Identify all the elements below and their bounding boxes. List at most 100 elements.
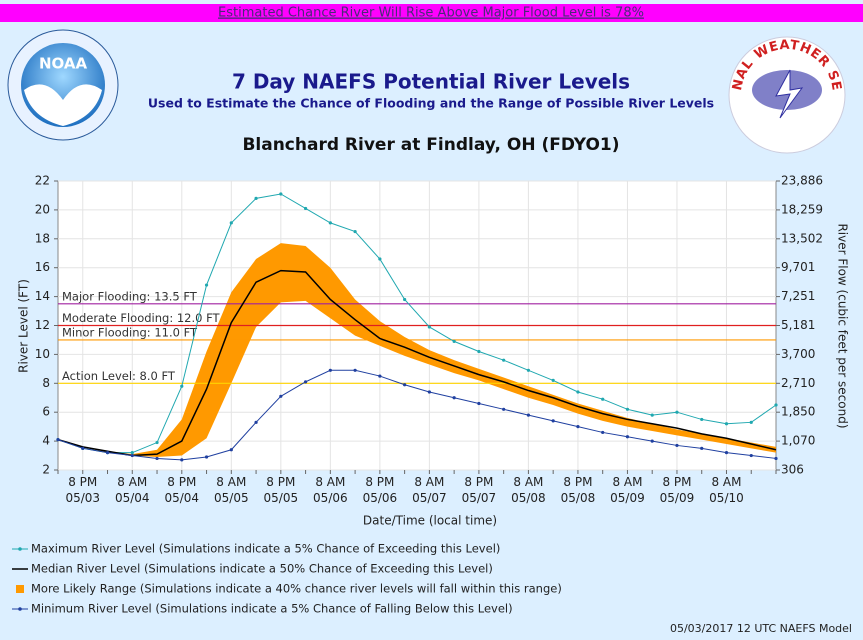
series-line	[57, 193, 777, 454]
y-tick-label: 8	[42, 376, 50, 390]
series-point	[130, 453, 134, 458]
x-tick-label-line: 8 PM	[365, 475, 394, 489]
series-point	[452, 339, 456, 343]
x-tick-label-line: 05/05	[264, 491, 299, 505]
y2-axis-title: River Flow (cubic feet per second)	[836, 223, 850, 428]
y-tick-label: 16	[35, 260, 50, 274]
x-tick-label-line: 05/07	[412, 491, 447, 505]
x-tick-label-line: 8 AM	[315, 475, 345, 489]
x-tick-label-line: 8 PM	[167, 475, 196, 489]
chart-subtitle: Used to Estimate the Chance of Flooding …	[148, 96, 714, 111]
legend-label: Median River Level (Simulations indicate…	[31, 562, 493, 576]
legend-label: Maximum River Level (Simulations indicat…	[31, 542, 500, 556]
series-point	[254, 420, 258, 424]
x-tick-label-line: 05/10	[709, 491, 744, 505]
series-point	[502, 407, 506, 411]
threshold-label: Action Level: 8.0 FT	[62, 369, 176, 383]
series-point	[81, 446, 85, 450]
y-tick-label: 10	[35, 347, 50, 361]
series-point	[56, 438, 60, 442]
legend-point	[18, 547, 22, 551]
legend-swatch	[16, 585, 24, 593]
series-point	[155, 440, 159, 445]
x-tick-label: 8 PM 05/07	[462, 475, 497, 505]
series-point	[650, 439, 654, 443]
series-point	[576, 390, 580, 394]
x-tick-label-line: 05/09	[660, 491, 695, 505]
series-point	[650, 413, 654, 417]
series-point	[551, 419, 555, 423]
y2-tick-label: 1,850	[781, 405, 815, 419]
series-point	[254, 196, 258, 200]
x-tick-label-line: 8 AM	[513, 475, 543, 489]
y-tick-label: 14	[35, 289, 50, 303]
legend-label: More Likely Range (Simulations indicate …	[31, 582, 562, 596]
chart-title: 7 Day NAEFS Potential River Levels	[232, 70, 630, 94]
y-axis-title: River Level (FT)	[17, 279, 31, 373]
series-point	[155, 456, 159, 461]
series-line	[57, 269, 777, 457]
series-point	[749, 453, 753, 458]
x-tick-label-line: 8 PM	[563, 475, 592, 489]
y-tick-label: 20	[35, 202, 50, 216]
y-tick-label: 22	[35, 174, 50, 188]
x-tick-label-line: 05/06	[363, 491, 398, 505]
x-tick-label: 8 PM 05/08	[561, 475, 596, 505]
likely-range-band	[58, 243, 776, 457]
x-tick-label-line: 05/03	[65, 491, 100, 505]
x-tick-label-line: 05/08	[511, 491, 546, 505]
series-point	[303, 380, 308, 384]
x-tick-label: 8 AM 05/06	[313, 475, 348, 505]
series-point	[774, 456, 778, 461]
series-point	[353, 368, 357, 372]
series-point	[229, 221, 233, 225]
x-tick-label-line: 8 AM	[414, 475, 444, 489]
x-tick-label: 8 PM 05/04	[164, 475, 199, 505]
x-tick-label-line: 8 AM	[711, 475, 741, 489]
x-tick-label: 8 PM 05/06	[363, 475, 398, 505]
series-point	[204, 455, 209, 459]
y2-tick-label: 5,181	[781, 318, 815, 332]
y-tick-label: 18	[35, 231, 50, 245]
series-point	[105, 451, 110, 455]
series-point	[303, 206, 308, 211]
y-tick-label: 2	[42, 463, 50, 477]
series-point	[477, 349, 481, 354]
x-tick-label: 8 AM 05/05	[214, 475, 249, 505]
x-tick-label: 8 AM 05/04	[115, 475, 150, 505]
series-point	[180, 384, 184, 388]
series-point	[353, 229, 357, 234]
series-point	[130, 451, 134, 455]
series-point	[749, 420, 753, 424]
series-point	[279, 394, 283, 398]
series-line	[57, 369, 777, 461]
series-point	[180, 458, 184, 462]
x-tick-label: 8 AM 05/09	[610, 475, 645, 505]
x-tick-label: 8 AM 05/10	[709, 475, 744, 505]
footer: 05/03/2017 12 UTC NAEFS Model	[670, 622, 852, 635]
series-point	[403, 297, 407, 302]
legend-label: Minimum River Level (Simulations indicat…	[31, 602, 513, 616]
x-tick-label: 8 PM 05/09	[660, 475, 695, 505]
series-point	[328, 368, 332, 372]
series-point	[229, 448, 233, 452]
x-tick-label-line: 8 PM	[662, 475, 691, 489]
x-tick-label-line: 05/06	[313, 491, 348, 505]
series-point	[378, 257, 382, 261]
series-point	[328, 221, 332, 225]
series-point	[576, 425, 580, 429]
series-point	[625, 435, 630, 439]
noaa-logo: NOAA	[7, 29, 119, 141]
x-tick-label: 8 PM 05/05	[264, 475, 299, 505]
location: Blanchard River at Findlay, OH (FDYO1)	[242, 135, 619, 155]
series-point	[502, 358, 506, 362]
series-point	[526, 368, 531, 372]
x-tick-label-line: 05/08	[561, 491, 596, 505]
y2-tick-label: 9,701	[781, 260, 815, 274]
series-point	[279, 192, 283, 196]
series-point	[403, 383, 407, 387]
y-tick-label: 6	[42, 405, 50, 419]
series-point	[601, 430, 605, 435]
y2-tick-label: 1,070	[781, 434, 815, 448]
x-tick-label-line: 8 AM	[612, 475, 642, 489]
